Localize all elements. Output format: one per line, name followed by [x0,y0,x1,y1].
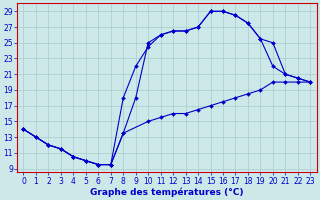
X-axis label: Graphe des températures (°C): Graphe des températures (°C) [90,187,244,197]
